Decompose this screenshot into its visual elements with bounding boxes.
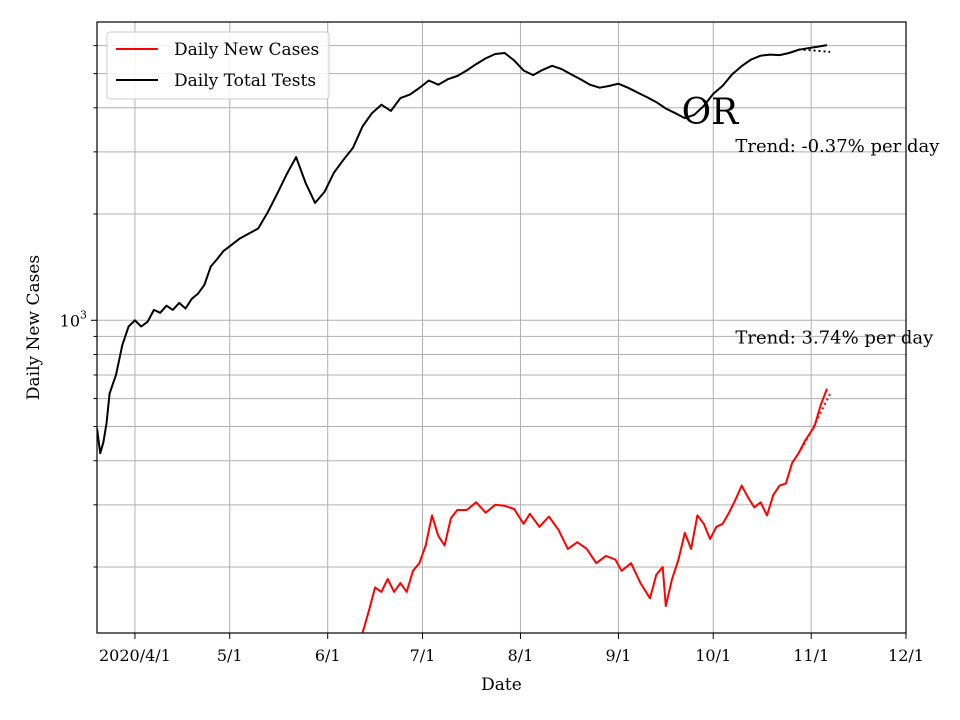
x-tick-label: 8/1 [508,646,534,665]
x-tick-label: 10/1 [695,646,731,665]
annotations: OR Trend: -0.37% per day Trend: 3.74% per … [682,92,941,348]
y-tick-label: 103 [60,308,87,330]
series-line-daily-new-cases [361,388,828,633]
x-tick-label: 9/1 [606,646,632,665]
x-tick-label: 6/1 [315,646,341,665]
legend-box [106,31,330,100]
annotation-trend-cases: Trend: 3.74% per day [735,327,934,348]
legend: Daily New Cases Daily Total Tests [106,31,330,100]
y-axis-title: Daily New Cases [24,255,44,400]
x-tick-label: 5/1 [217,646,243,665]
x-tick-label: 2020/4/1 [99,646,171,665]
series-layer [97,44,832,633]
x-tick-label: 11/1 [793,646,829,665]
legend-label-daily-new-cases: Daily New Cases [174,40,319,60]
annotation-trend-tests: Trend: -0.37% per day [735,136,940,157]
trend-line-tests [798,48,831,53]
grid [97,22,907,633]
annotation-state: OR [682,92,740,133]
x-tick-label: 7/1 [410,646,436,665]
series-line-daily-total-tests [97,44,828,455]
x-tick-label: 12/1 [888,646,924,665]
legend-label-daily-total-tests: Daily Total Tests [174,71,316,91]
trend-line-cases [797,393,832,454]
plot-frame [96,21,907,634]
x-axis-title: Date [481,675,522,695]
ticks: 2020/4/1 5/1 6/1 7/1 8/1 9/1 10/1 11/1 12/1 103 [60,45,924,665]
